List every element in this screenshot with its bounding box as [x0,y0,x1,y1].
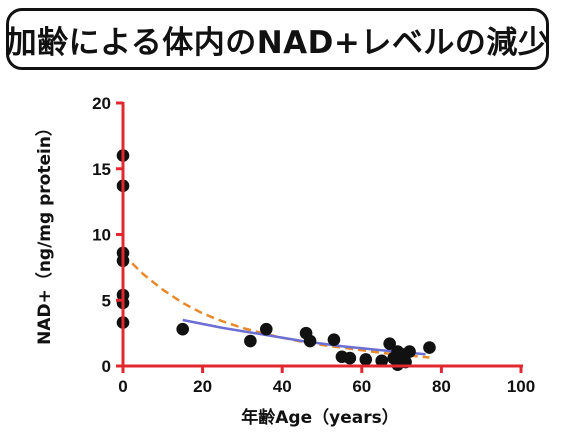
data-point [423,341,436,354]
x-tick-label: 100 [507,377,535,396]
y-tick-label: 20 [92,94,111,113]
x-axis-label: 年齢Age（years） [241,407,398,428]
y-tick-label: 15 [92,160,111,179]
data-point [403,345,416,358]
y-axis-label: NAD+（ng/mg protein） [34,119,55,345]
data-point [343,351,357,365]
x-tick-label: 0 [118,377,127,396]
data-point [383,337,396,350]
y-tick-label: 0 [102,357,111,376]
fit-curves [122,253,430,359]
chart-title: 加齢による体内のNAD+レベルの減少 [5,24,550,61]
x-tick-label: 40 [273,377,292,396]
data-point [244,334,257,348]
data-point [359,353,373,366]
y-tick-label: 10 [92,226,111,245]
tick-labels: 0 20 40 60 80 100 0 5 10 15 20 [92,94,535,396]
data-point [375,354,389,368]
axes [116,101,523,373]
x-tick-label: 20 [193,377,212,396]
data-point [176,322,189,336]
data-point [259,322,273,336]
y-tick-label: 5 [102,291,111,310]
title-box: 加齢による体内のNAD+レベルの減少 [6,8,549,70]
data-point [303,334,317,348]
solid-fit-curve [182,318,426,356]
x-tick-label: 60 [352,377,371,396]
x-tick-label: 80 [432,377,451,396]
dashed-fit-curve [122,253,430,359]
data-point [327,333,341,347]
